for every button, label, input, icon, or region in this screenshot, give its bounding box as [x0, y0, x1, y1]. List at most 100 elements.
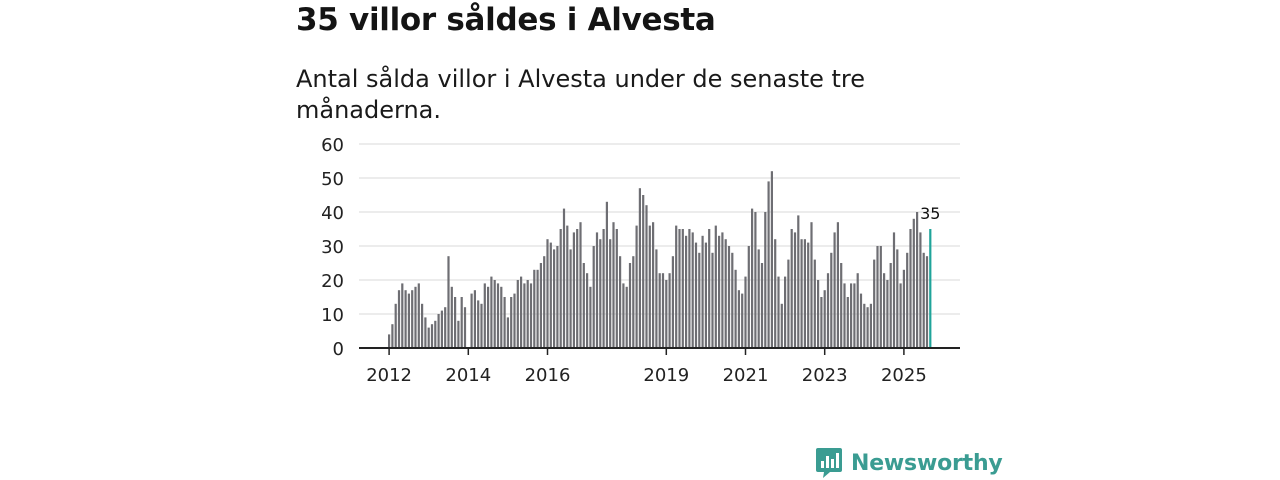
- y-tick-label: 20: [321, 271, 344, 292]
- bar: [774, 239, 777, 348]
- bar: [417, 283, 420, 348]
- bar: [556, 246, 559, 348]
- x-tick-label: 2025: [881, 365, 927, 386]
- bar: [764, 212, 767, 348]
- bar: [539, 263, 542, 348]
- bar: [658, 273, 661, 348]
- bar: [450, 286, 453, 348]
- y-tick-label: 0: [333, 339, 344, 360]
- bar: [493, 280, 496, 348]
- bar: [810, 222, 813, 348]
- bar: [688, 229, 691, 348]
- bar: [421, 303, 424, 348]
- bar: [526, 280, 529, 348]
- bar: [899, 283, 902, 348]
- bar: [731, 252, 734, 348]
- bar: [388, 334, 391, 348]
- gridlines: [359, 143, 960, 315]
- bar: [635, 225, 638, 348]
- bar: [734, 269, 737, 348]
- bar: [480, 303, 483, 348]
- bar: [833, 232, 836, 348]
- bar: [510, 297, 513, 348]
- y-tick-label: 60: [321, 135, 344, 156]
- bar: [599, 239, 602, 348]
- bar: [751, 208, 754, 348]
- y-tick-label: 40: [321, 203, 344, 224]
- bar: [407, 293, 410, 348]
- bar: [803, 239, 806, 348]
- bar: [714, 225, 717, 348]
- bar: [661, 273, 665, 348]
- bar: [569, 249, 572, 348]
- bar: [520, 276, 523, 348]
- bar: [873, 259, 876, 348]
- newsworthy-logo[interactable]: Newsworthy: [815, 447, 1003, 479]
- bar: [859, 293, 863, 348]
- bar: [718, 235, 721, 348]
- bar: [675, 225, 678, 348]
- bar: [909, 229, 912, 348]
- bar: [869, 303, 872, 348]
- bar: [853, 283, 856, 348]
- bar: [642, 195, 645, 348]
- bar: [744, 276, 747, 348]
- bar: [665, 280, 668, 348]
- bar: [427, 327, 430, 348]
- bar: [444, 307, 447, 348]
- bar: [404, 290, 407, 348]
- bar: [896, 249, 899, 348]
- bar: [605, 201, 608, 348]
- bar: [490, 276, 493, 348]
- bar: [589, 286, 592, 348]
- bar: [826, 273, 830, 348]
- bar: [678, 229, 681, 348]
- bar: [681, 229, 684, 348]
- x-tick-label: 2021: [723, 365, 769, 386]
- bar: [840, 263, 843, 348]
- newsworthy-logo-icon: [816, 448, 842, 478]
- bar: [536, 269, 539, 348]
- bar: [619, 256, 622, 348]
- bar: [886, 280, 889, 348]
- bar: [741, 293, 744, 348]
- bar: [807, 242, 810, 348]
- bars: [388, 171, 932, 348]
- bar: [516, 280, 519, 348]
- bar: [602, 229, 605, 348]
- bar: [876, 246, 879, 348]
- bar-highlight: [929, 229, 932, 348]
- bar: [394, 303, 397, 348]
- bar: [529, 283, 533, 348]
- bar: [685, 235, 688, 348]
- bar: [414, 286, 417, 348]
- bar: [632, 256, 635, 348]
- bar: [595, 232, 599, 348]
- bar: [566, 225, 569, 348]
- bar: [615, 229, 618, 348]
- bar: [843, 283, 846, 348]
- bar: [830, 252, 833, 348]
- bar: [793, 232, 797, 348]
- x-tick-label: 2016: [525, 365, 571, 386]
- bar: [434, 320, 437, 348]
- bar: [496, 283, 500, 348]
- bar: [454, 297, 457, 348]
- bar: [503, 297, 506, 348]
- bar: [754, 212, 757, 348]
- bar: [737, 290, 740, 348]
- bar: [586, 273, 589, 348]
- bar: [784, 276, 787, 348]
- bar: [879, 246, 882, 348]
- bar: [668, 273, 671, 348]
- bar: [671, 256, 674, 348]
- bar: [912, 218, 915, 348]
- bar: [694, 242, 698, 348]
- bar: [487, 286, 490, 348]
- bar: [691, 232, 694, 348]
- bar: [457, 320, 460, 348]
- bar: [655, 249, 658, 348]
- bar: [440, 310, 443, 348]
- bar: [391, 324, 394, 348]
